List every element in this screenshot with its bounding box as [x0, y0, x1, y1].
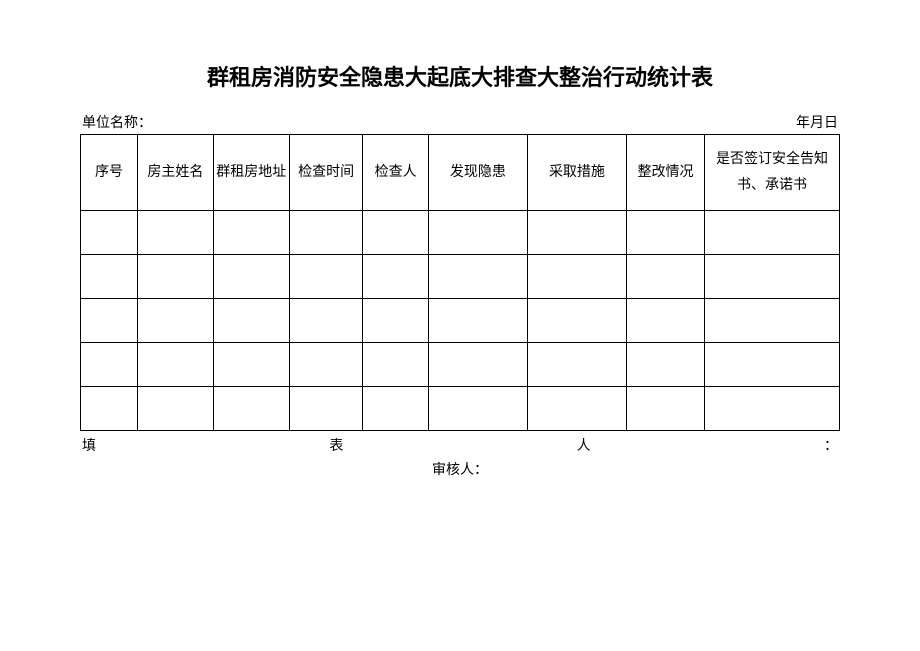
cell: [428, 255, 527, 299]
col-header-measures: 采取措施: [527, 135, 626, 211]
cell: [363, 255, 428, 299]
table-row: [81, 211, 840, 255]
table-body: [81, 211, 840, 431]
cell: [527, 255, 626, 299]
cell: [137, 255, 213, 299]
cell: [289, 299, 363, 343]
table-row: [81, 387, 840, 431]
cell: [81, 343, 138, 387]
table-row: [81, 343, 840, 387]
cell: [81, 387, 138, 431]
cell: [527, 211, 626, 255]
col-header-owner-name: 房主姓名: [137, 135, 213, 211]
footer-part: 人: [577, 435, 591, 455]
page-title: 群租房消防安全隐患大起底大排查大整治行动统计表: [80, 60, 840, 92]
cell: [704, 343, 839, 387]
footer-part: 表: [329, 435, 343, 455]
cell: [137, 387, 213, 431]
cell: [213, 343, 289, 387]
cell: [704, 211, 839, 255]
cell: [363, 211, 428, 255]
cell: [428, 343, 527, 387]
cell: [137, 343, 213, 387]
cell: [363, 299, 428, 343]
unit-name-label: 单位名称：: [82, 112, 152, 132]
cell: [213, 299, 289, 343]
cell: [626, 299, 704, 343]
col-header-check-time: 检查时间: [289, 135, 363, 211]
cell: [428, 299, 527, 343]
date-label: 年月日: [796, 112, 838, 132]
cell: [81, 299, 138, 343]
table-row: [81, 255, 840, 299]
cell: [626, 255, 704, 299]
col-header-hazards: 发现隐患: [428, 135, 527, 211]
cell: [81, 255, 138, 299]
cell: [527, 343, 626, 387]
cell: [289, 343, 363, 387]
cell: [704, 255, 839, 299]
meta-row: 单位名称： 年月日: [80, 112, 840, 132]
cell: [527, 299, 626, 343]
col-header-rectification: 整改情况: [626, 135, 704, 211]
col-header-index: 序号: [81, 135, 138, 211]
cell: [626, 387, 704, 431]
table-row: [81, 299, 840, 343]
cell: [704, 299, 839, 343]
footer-part: ：: [824, 435, 838, 455]
cell: [704, 387, 839, 431]
cell: [289, 387, 363, 431]
col-header-inspector: 检查人: [363, 135, 428, 211]
table-header-row: 序号 房主姓名 群租房地址 检查时间 检查人 发现隐患 采取措施 整改情况 是否…: [81, 135, 840, 211]
cell: [428, 211, 527, 255]
cell: [137, 299, 213, 343]
cell: [363, 387, 428, 431]
footer-part: 填: [82, 435, 96, 455]
cell: [81, 211, 138, 255]
cell: [289, 255, 363, 299]
footer-reviewer: 审核人：: [80, 459, 840, 479]
cell: [626, 343, 704, 387]
cell: [213, 387, 289, 431]
cell: [213, 211, 289, 255]
col-header-address: 群租房地址: [213, 135, 289, 211]
cell: [626, 211, 704, 255]
statistics-table: 序号 房主姓名 群租房地址 检查时间 检查人 发现隐患 采取措施 整改情况 是否…: [80, 134, 840, 431]
cell: [213, 255, 289, 299]
footer-filled-by: 填 表 人 ：: [80, 435, 840, 455]
cell: [428, 387, 527, 431]
col-header-signed-notice: 是否签订安全告知书、承诺书: [704, 135, 839, 211]
cell: [363, 343, 428, 387]
cell: [137, 211, 213, 255]
cell: [289, 211, 363, 255]
cell: [527, 387, 626, 431]
